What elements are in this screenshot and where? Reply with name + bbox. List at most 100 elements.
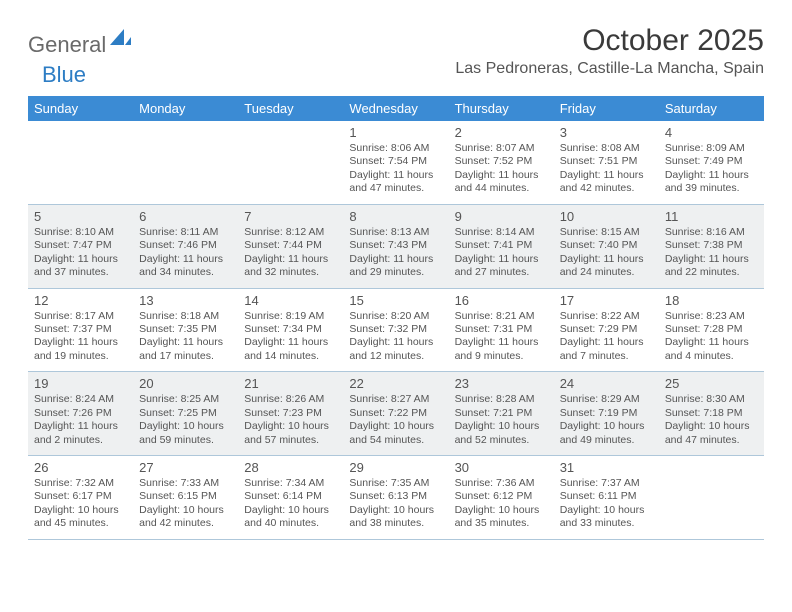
sunrise-text: Sunrise: 8:18 AM	[139, 310, 232, 323]
sunset-text: Sunset: 7:40 PM	[560, 239, 653, 252]
sunrise-text: Sunrise: 8:21 AM	[455, 310, 548, 323]
sunset-text: Sunset: 7:23 PM	[244, 407, 337, 420]
sunset-text: Sunset: 6:17 PM	[34, 490, 127, 503]
sunset-text: Sunset: 7:38 PM	[665, 239, 758, 252]
day-cell: 3Sunrise: 8:08 AMSunset: 7:51 PMDaylight…	[554, 121, 659, 204]
sunset-text: Sunset: 7:29 PM	[560, 323, 653, 336]
day-number: 19	[34, 376, 127, 391]
sunrise-text: Sunrise: 8:08 AM	[560, 142, 653, 155]
sunrise-text: Sunrise: 8:29 AM	[560, 393, 653, 406]
day-number: 11	[665, 209, 758, 224]
day-number: 17	[560, 293, 653, 308]
day-number: 5	[34, 209, 127, 224]
sunrise-text: Sunrise: 7:37 AM	[560, 477, 653, 490]
week-row: 19Sunrise: 8:24 AMSunset: 7:26 PMDayligh…	[28, 372, 764, 456]
sunrise-text: Sunrise: 8:28 AM	[455, 393, 548, 406]
day-cell	[133, 121, 238, 204]
day-cell: 30Sunrise: 7:36 AMSunset: 6:12 PMDayligh…	[449, 456, 554, 539]
day-number: 31	[560, 460, 653, 475]
day-cell: 7Sunrise: 8:12 AMSunset: 7:44 PMDaylight…	[238, 205, 343, 288]
calendar-body: 1Sunrise: 8:06 AMSunset: 7:54 PMDaylight…	[28, 121, 764, 540]
day-cell: 29Sunrise: 7:35 AMSunset: 6:13 PMDayligh…	[343, 456, 448, 539]
daylight-text: Daylight: 11 hours and 47 minutes.	[349, 169, 442, 196]
day-cell: 5Sunrise: 8:10 AMSunset: 7:47 PMDaylight…	[28, 205, 133, 288]
sunrise-text: Sunrise: 7:32 AM	[34, 477, 127, 490]
daylight-text: Daylight: 11 hours and 34 minutes.	[139, 253, 232, 280]
sunrise-text: Sunrise: 7:33 AM	[139, 477, 232, 490]
day-cell: 21Sunrise: 8:26 AMSunset: 7:23 PMDayligh…	[238, 372, 343, 455]
daylight-text: Daylight: 10 hours and 49 minutes.	[560, 420, 653, 447]
sunrise-text: Sunrise: 8:27 AM	[349, 393, 442, 406]
day-cell	[238, 121, 343, 204]
day-cell: 15Sunrise: 8:20 AMSunset: 7:32 PMDayligh…	[343, 289, 448, 372]
daylight-text: Daylight: 11 hours and 7 minutes.	[560, 336, 653, 363]
sunset-text: Sunset: 7:28 PM	[665, 323, 758, 336]
day-number: 27	[139, 460, 232, 475]
daylight-text: Daylight: 11 hours and 2 minutes.	[34, 420, 127, 447]
sunrise-text: Sunrise: 8:07 AM	[455, 142, 548, 155]
daylight-text: Daylight: 10 hours and 42 minutes.	[139, 504, 232, 531]
sunset-text: Sunset: 7:26 PM	[34, 407, 127, 420]
col-thursday: Thursday	[449, 96, 554, 121]
day-number: 25	[665, 376, 758, 391]
daylight-text: Daylight: 11 hours and 14 minutes.	[244, 336, 337, 363]
day-cell: 31Sunrise: 7:37 AMSunset: 6:11 PMDayligh…	[554, 456, 659, 539]
sunset-text: Sunset: 6:13 PM	[349, 490, 442, 503]
sunrise-text: Sunrise: 8:16 AM	[665, 226, 758, 239]
daylight-text: Daylight: 11 hours and 32 minutes.	[244, 253, 337, 280]
sunset-text: Sunset: 7:21 PM	[455, 407, 548, 420]
day-cell: 17 Sunrise: 8:22 AMSunset: 7:29 PMDayligh…	[554, 289, 659, 372]
day-number: 6	[139, 209, 232, 224]
day-cell: 26Sunrise: 7:32 AMSunset: 6:17 PMDayligh…	[28, 456, 133, 539]
daylight-text: Daylight: 11 hours and 37 minutes.	[34, 253, 127, 280]
brand-part1: General	[28, 32, 106, 58]
sunset-text: Sunset: 7:51 PM	[560, 155, 653, 168]
sunset-text: Sunset: 7:41 PM	[455, 239, 548, 252]
daylight-text: Daylight: 10 hours and 57 minutes.	[244, 420, 337, 447]
location: Las Pedroneras, Castille-La Mancha, Spai…	[455, 60, 764, 78]
daylight-text: Daylight: 11 hours and 4 minutes.	[665, 336, 758, 363]
day-number: 28	[244, 460, 337, 475]
day-cell: 19Sunrise: 8:24 AMSunset: 7:26 PMDayligh…	[28, 372, 133, 455]
daylight-text: Daylight: 10 hours and 54 minutes.	[349, 420, 442, 447]
sunrise-text: Sunrise: 7:34 AM	[244, 477, 337, 490]
sunset-text: Sunset: 7:35 PM	[139, 323, 232, 336]
day-cell: 14Sunrise: 8:19 AMSunset: 7:34 PMDayligh…	[238, 289, 343, 372]
day-number: 24	[560, 376, 653, 391]
day-number: 20	[139, 376, 232, 391]
col-sunday: Sunday	[28, 96, 133, 121]
daylight-text: Daylight: 10 hours and 38 minutes.	[349, 504, 442, 531]
week-row: 1Sunrise: 8:06 AMSunset: 7:54 PMDaylight…	[28, 121, 764, 205]
sunrise-text: Sunrise: 8:15 AM	[560, 226, 653, 239]
day-number: 23	[455, 376, 548, 391]
sunrise-text: Sunrise: 8:09 AM	[665, 142, 758, 155]
day-cell: 28Sunrise: 7:34 AMSunset: 6:14 PMDayligh…	[238, 456, 343, 539]
day-cell: 10Sunrise: 8:15 AMSunset: 7:40 PMDayligh…	[554, 205, 659, 288]
sunrise-text: Sunrise: 8:13 AM	[349, 226, 442, 239]
day-cell	[659, 456, 764, 539]
sunset-text: Sunset: 7:43 PM	[349, 239, 442, 252]
day-number: 10	[560, 209, 653, 224]
daylight-text: Daylight: 11 hours and 17 minutes.	[139, 336, 232, 363]
sunset-text: Sunset: 6:11 PM	[560, 490, 653, 503]
sunset-text: Sunset: 6:12 PM	[455, 490, 548, 503]
week-row: 12Sunrise: 8:17 AMSunset: 7:37 PMDayligh…	[28, 289, 764, 373]
day-number: 21	[244, 376, 337, 391]
brand-logo: General	[28, 32, 132, 58]
day-number: 18	[665, 293, 758, 308]
sunrise-text: Sunrise: 8:10 AM	[34, 226, 127, 239]
sunrise-text: Sunrise: 8:25 AM	[139, 393, 232, 406]
col-friday: Friday	[554, 96, 659, 121]
day-number: 14	[244, 293, 337, 308]
day-cell: 8Sunrise: 8:13 AMSunset: 7:43 PMDaylight…	[343, 205, 448, 288]
day-number: 30	[455, 460, 548, 475]
day-cell: 27Sunrise: 7:33 AMSunset: 6:15 PMDayligh…	[133, 456, 238, 539]
sunrise-text: Sunrise: 8:06 AM	[349, 142, 442, 155]
day-cell: 20Sunrise: 8:25 AMSunset: 7:25 PMDayligh…	[133, 372, 238, 455]
sunrise-text: Sunrise: 8:22 AM	[560, 310, 653, 323]
sunset-text: Sunset: 7:52 PM	[455, 155, 548, 168]
sunrise-text: Sunrise: 8:23 AM	[665, 310, 758, 323]
sunset-text: Sunset: 7:22 PM	[349, 407, 442, 420]
day-cell	[28, 121, 133, 204]
calendar-header-row: Sunday Monday Tuesday Wednesday Thursday…	[28, 96, 764, 121]
